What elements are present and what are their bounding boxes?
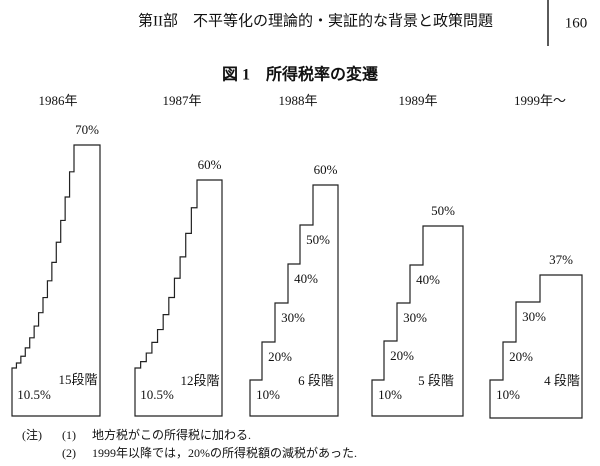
rate-staircase: [371, 225, 464, 417]
rate-staircase: [489, 274, 583, 419]
note-text: 地方税がこの所得税に加わる.: [92, 427, 251, 442]
rate-staircase: [249, 184, 339, 417]
rate-label: 20%: [268, 349, 292, 364]
note-label: (注): [22, 427, 42, 442]
note-number: (1): [62, 428, 76, 442]
year-label: 1988年: [278, 93, 317, 108]
rate-label: 40%: [294, 271, 318, 286]
rate-staircase: [134, 179, 223, 417]
year-label: 1989年: [398, 93, 437, 108]
rate-label: 20%: [509, 349, 533, 364]
rate-staircase: [11, 144, 101, 417]
year-label: 1999年～: [514, 93, 566, 108]
rate-label: 10.5%: [17, 387, 51, 402]
rate-label: 60%: [198, 157, 222, 172]
rate-label: 37%: [549, 252, 573, 267]
bracket-count: 12段階: [180, 373, 219, 388]
bracket-count: 5 段階: [418, 373, 454, 388]
bracket-count: 6 段階: [298, 373, 334, 388]
rate-label: 30%: [281, 310, 305, 325]
page-number: 160: [565, 15, 588, 31]
rate-label: 50%: [431, 203, 455, 218]
rate-label: 10%: [378, 387, 402, 402]
rate-label: 10.5%: [140, 387, 174, 402]
rate-label: 10%: [256, 387, 280, 402]
rate-label: 70%: [75, 122, 99, 137]
bracket-count: 4 段階: [544, 373, 580, 388]
rate-label: 30%: [522, 309, 546, 324]
rate-label: 10%: [496, 387, 520, 402]
rate-label: 20%: [390, 348, 414, 363]
rate-label: 60%: [314, 162, 338, 177]
year-label: 1987年: [162, 93, 201, 108]
note-number: (2): [62, 446, 76, 460]
rate-label: 30%: [403, 310, 427, 325]
rate-label: 40%: [416, 272, 440, 287]
year-label: 1986年: [38, 93, 77, 108]
section-header: 第II部 不平等化の理論的・実証的な背景と政策問題: [138, 11, 493, 29]
note-text: 1999年以降では，20%の所得税額の減税があった.: [92, 445, 357, 460]
figure-title: 図 1 所得税率の変遷: [222, 65, 378, 84]
bracket-count: 15段階: [58, 372, 97, 387]
rate-label: 50%: [306, 232, 330, 247]
